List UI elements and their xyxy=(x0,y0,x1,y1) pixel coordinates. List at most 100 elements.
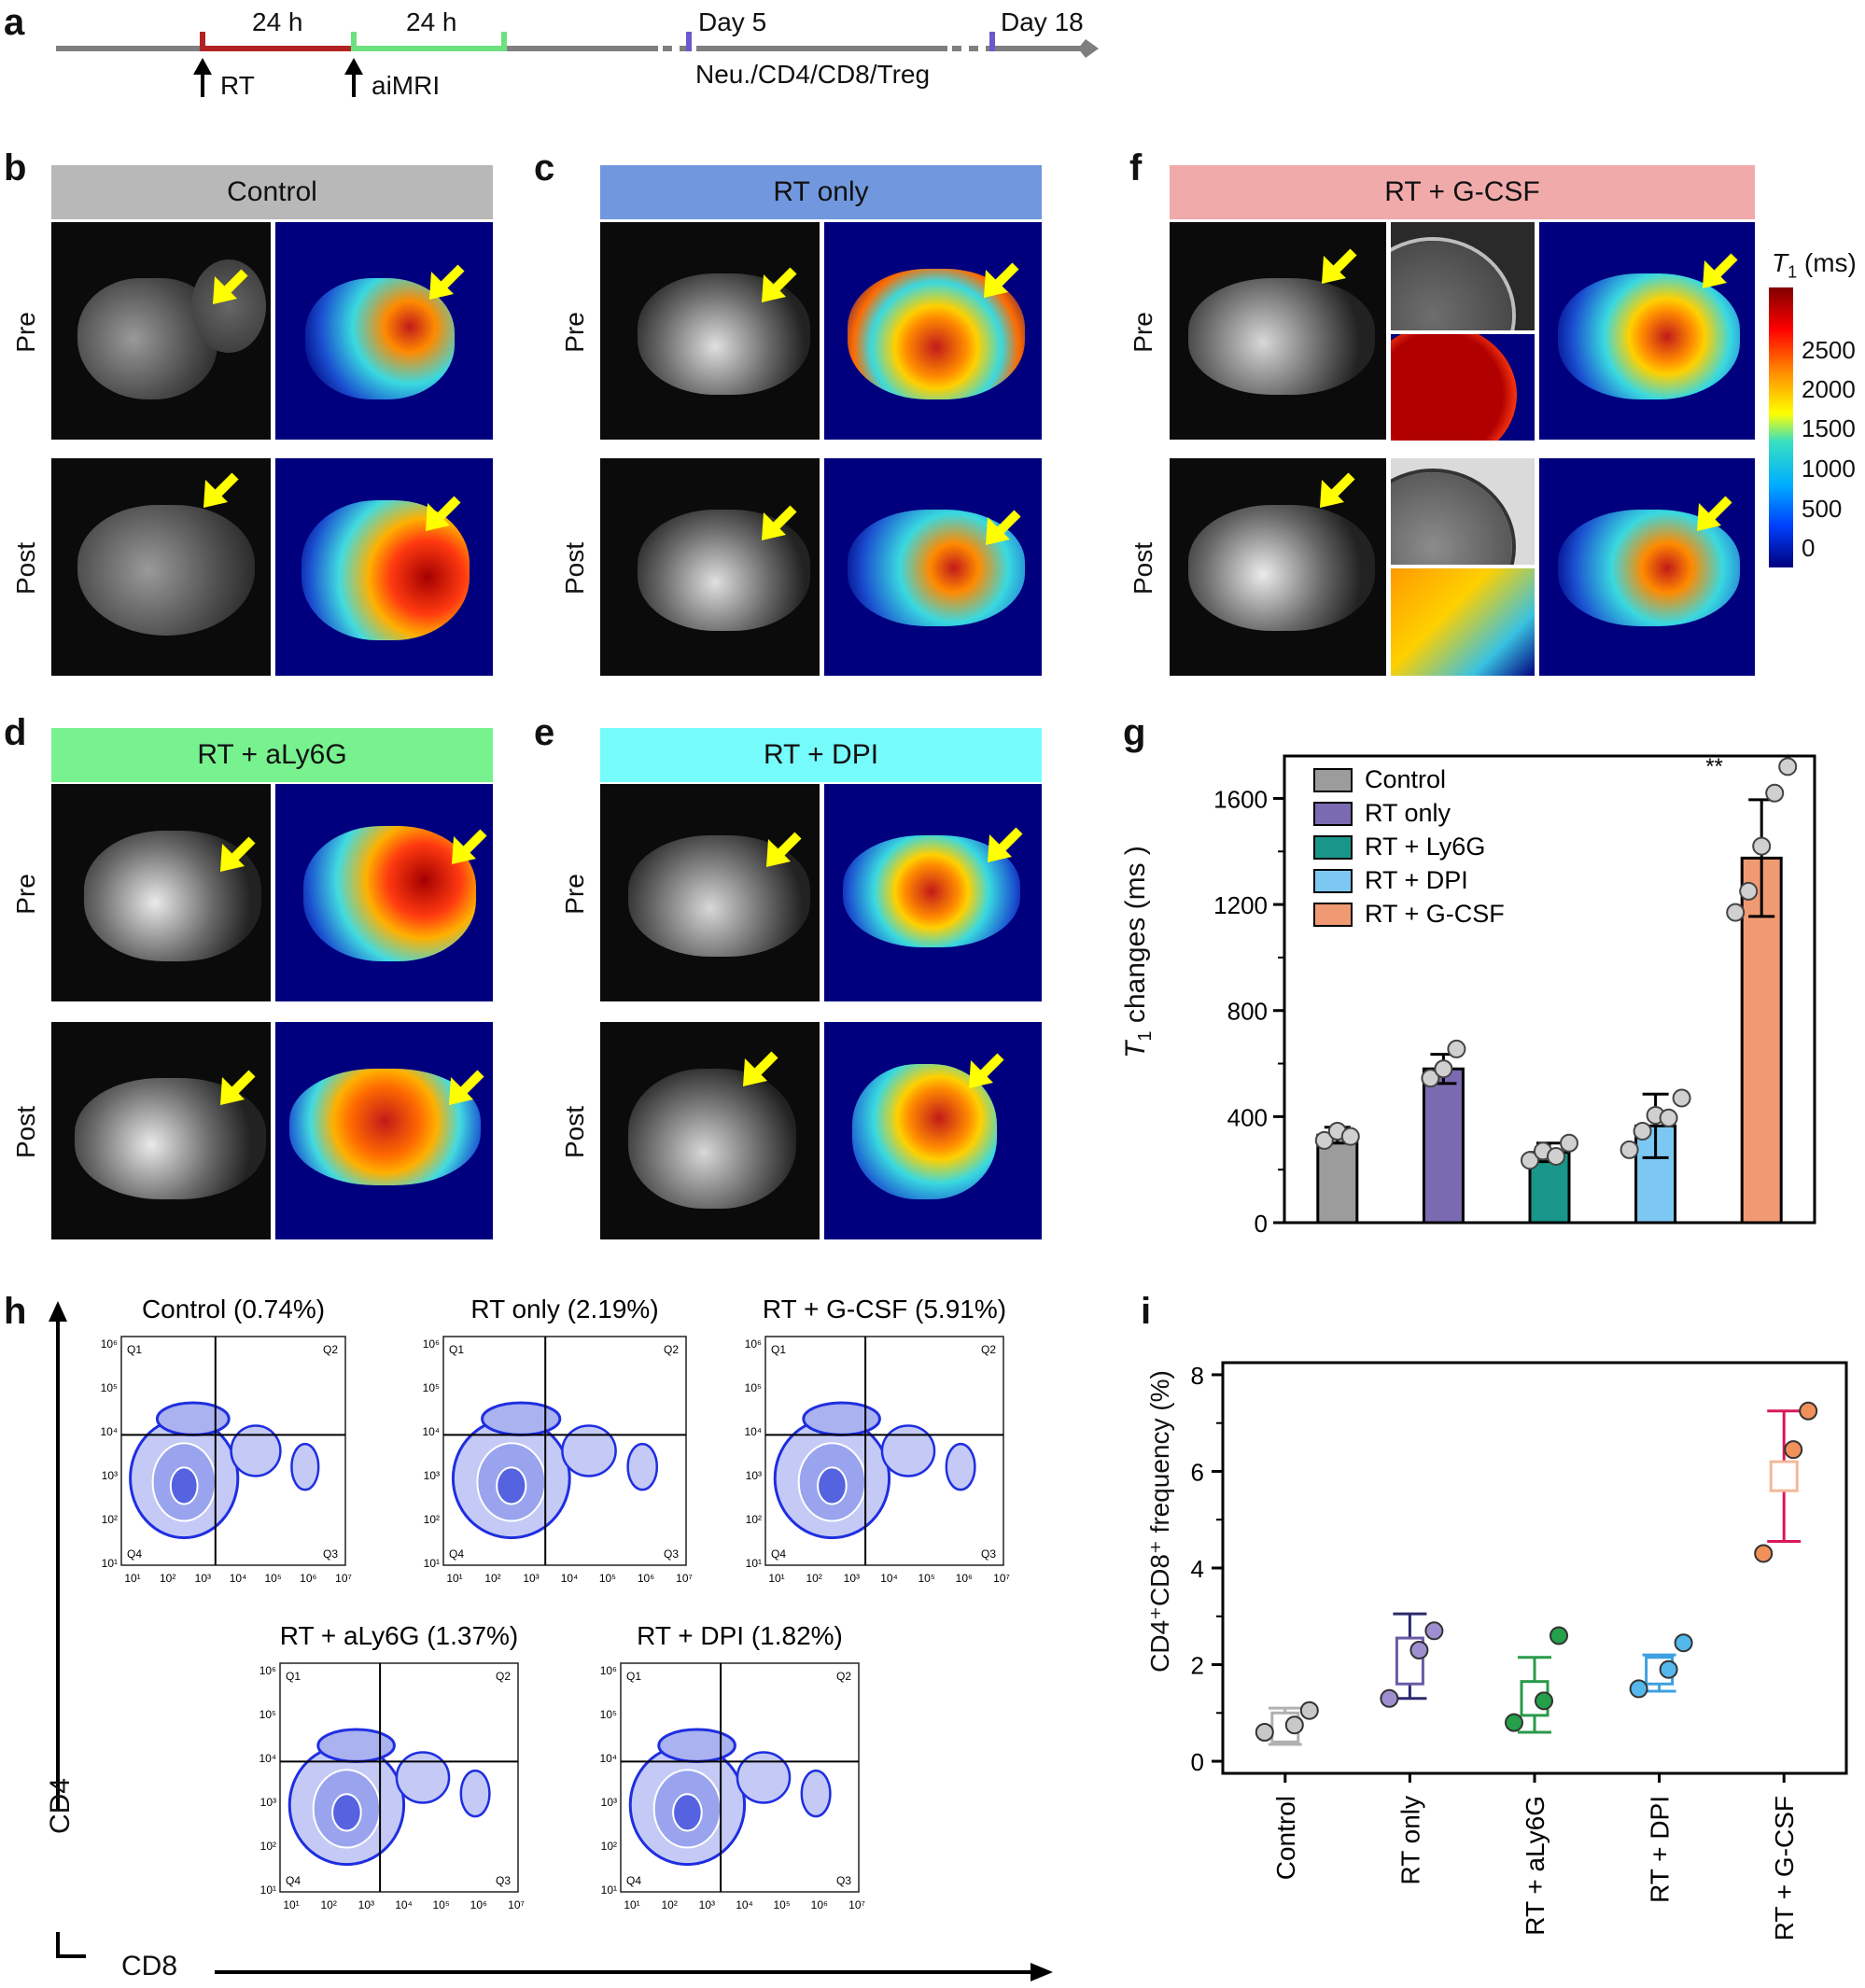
y-tick-label: 10⁵ xyxy=(600,1708,617,1721)
x-tick-label: 10⁵ xyxy=(918,1572,935,1585)
y-tick-label: 10⁶ xyxy=(600,1664,617,1677)
x-tick-label: 10⁴ xyxy=(880,1572,898,1585)
panel-label-g: g xyxy=(1123,712,1146,753)
arrow-icon xyxy=(220,1073,252,1105)
population-contour xyxy=(736,1751,792,1804)
legend-swatch xyxy=(1313,869,1353,893)
t1map-rtonly-pre xyxy=(824,222,1042,440)
population-contour xyxy=(230,1424,282,1477)
y-tick-label: 1600 xyxy=(1213,785,1268,813)
population-contour xyxy=(459,1769,491,1818)
data-point xyxy=(1340,1127,1360,1146)
population-contour xyxy=(395,1751,451,1804)
y-tick-label: 10⁵ xyxy=(259,1708,276,1721)
x-tick-label: 10⁴ xyxy=(230,1572,247,1585)
x-tick-label: 10⁶ xyxy=(470,1898,487,1911)
y-tick-label: 10³ xyxy=(102,1469,118,1482)
flow-plot-title: RT + DPI (1.82%) xyxy=(637,1621,843,1650)
t1map-control-pre xyxy=(275,222,493,440)
panel-label-c: c xyxy=(534,147,555,189)
legend-label: RT + G-CSF xyxy=(1365,900,1505,928)
population-contour xyxy=(802,1401,881,1436)
y-tick-label: 10⁶ xyxy=(423,1337,440,1351)
t1map-gcsf-post xyxy=(1539,458,1755,676)
legend-swatch xyxy=(1313,768,1353,792)
flow-y-axis-label: CD4 xyxy=(45,1777,76,1834)
data-point xyxy=(1434,1059,1453,1079)
quadrant-label: Q2 xyxy=(981,1343,996,1356)
arrow-icon xyxy=(203,476,235,508)
data-point xyxy=(1409,1641,1429,1659)
t1-colorbar xyxy=(1769,287,1793,567)
data-point xyxy=(1672,1088,1691,1108)
arrow-icon xyxy=(762,271,793,302)
legend-swatch xyxy=(1313,835,1353,860)
box xyxy=(1769,1460,1799,1492)
t1map-control-post xyxy=(275,458,493,676)
header-rt-dpi: RT + DPI xyxy=(600,728,1042,782)
mri-dpi-post xyxy=(600,1022,820,1239)
y-tick-label: 10¹ xyxy=(746,1557,762,1570)
mri-control-post xyxy=(51,458,271,676)
chart-g-frame xyxy=(1283,754,1816,1225)
x-tick-label: 10⁴ xyxy=(736,1898,753,1911)
y-tick-label: 10⁴ xyxy=(599,1752,617,1765)
data-point xyxy=(1674,1633,1693,1653)
population-contour xyxy=(155,1401,231,1436)
y-tick-label: 10² xyxy=(260,1840,276,1853)
flow-plot: RT only (2.19%) Q1 Q2 Q3 Q4 10¹ 10² 10³ 10⁴ 10⁵ 10… xyxy=(422,1295,692,1585)
data-point xyxy=(1620,1140,1639,1159)
t1-changes-chart: 0 400 800 1200 1600 Control RT only RT + Ly6G R… xyxy=(1213,754,1816,1238)
legend-swatch xyxy=(1313,802,1353,826)
t1map-rtonly-post xyxy=(824,458,1042,676)
y-tick-label: 6 xyxy=(1191,1458,1204,1486)
population-contour xyxy=(290,1442,320,1491)
panel-label-h: h xyxy=(4,1291,27,1332)
data-point xyxy=(1535,1691,1553,1711)
timeline xyxy=(56,32,1099,97)
data-point xyxy=(1380,1688,1399,1708)
quadrant-label: Q3 xyxy=(836,1874,851,1887)
x-tick-label: 10⁶ xyxy=(638,1572,654,1585)
population-contour xyxy=(316,1728,396,1763)
x-tick-label: 10³ xyxy=(844,1572,860,1585)
zoom-gcsf-pre-t1 xyxy=(1391,334,1535,441)
significance-annotation: ** xyxy=(1705,754,1723,779)
x-tick-label: RT only xyxy=(1395,1796,1424,1884)
panel-label-b: b xyxy=(4,147,27,189)
x-tick-label: 10⁶ xyxy=(300,1572,316,1585)
arrow-icon xyxy=(449,1073,481,1105)
mri-aly6g-pre xyxy=(51,784,271,1001)
y-tick-label: 10⁵ xyxy=(423,1381,440,1394)
x-tick-label: 10⁶ xyxy=(811,1898,828,1911)
population-contour xyxy=(561,1424,617,1477)
arrow-icon xyxy=(452,833,484,864)
population-core xyxy=(817,1466,848,1505)
data-point xyxy=(1521,1151,1539,1170)
flow-plot: RT + DPI (1.82%) Q1 Q2 Q3 Q4 10¹ 10² 10³ 10⁴ 10⁵ 1… xyxy=(599,1621,864,1911)
flow-plot-title: RT only (2.19%) xyxy=(470,1295,658,1323)
population-contour xyxy=(945,1442,976,1491)
population-core xyxy=(169,1466,199,1505)
population-core xyxy=(331,1793,362,1832)
data-point xyxy=(1314,1130,1334,1150)
data-point xyxy=(1421,1069,1440,1088)
x-tick-label: 10¹ xyxy=(768,1572,784,1585)
colorbar-tick: 1000 xyxy=(1802,455,1856,483)
legend-label: Control xyxy=(1365,765,1446,793)
arrow-icon xyxy=(1697,499,1729,531)
arrow-icon xyxy=(986,513,1017,545)
y-tick-label: 10⁵ xyxy=(745,1381,762,1394)
x-tick-label: 10⁵ xyxy=(265,1572,282,1585)
x-tick-label: RT + aLy6G xyxy=(1521,1796,1549,1936)
quadrant-label: Q4 xyxy=(286,1874,301,1887)
quadrant-label: Q1 xyxy=(127,1343,142,1356)
flow-plot: RT + G-CSF (5.91%) Q1 Q2 Q3 Q4 10¹ 10² 10³ 10⁴ 10… xyxy=(744,1295,1009,1585)
population-contour xyxy=(880,1424,936,1477)
data-point xyxy=(1447,1039,1466,1058)
data-point xyxy=(1739,881,1759,901)
arrow-icon xyxy=(1703,257,1734,288)
timeline-arrowhead xyxy=(1078,39,1099,58)
population-contour xyxy=(626,1442,659,1491)
x-tick-label: 10¹ xyxy=(283,1898,299,1911)
